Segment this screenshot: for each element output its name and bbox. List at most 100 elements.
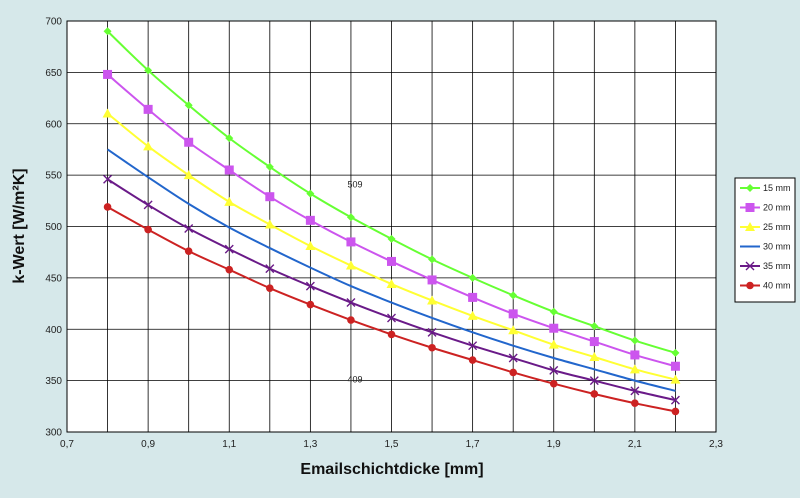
data-point — [468, 273, 477, 282]
data-point — [629, 364, 640, 374]
data-point — [386, 279, 397, 289]
data-point — [265, 192, 275, 202]
data-point — [549, 307, 558, 316]
data-point — [670, 395, 680, 405]
data-point — [306, 189, 315, 198]
data-point — [508, 325, 519, 335]
y-tick-label: 700 — [45, 17, 62, 28]
data-point — [143, 141, 154, 151]
legend-entry-label: 35 mm — [763, 261, 791, 271]
y-tick-label: 300 — [45, 428, 62, 439]
data-point — [265, 162, 274, 171]
data-point — [548, 339, 559, 349]
data-point — [144, 66, 153, 75]
data-point — [305, 241, 316, 251]
y-tick-label: 450 — [45, 273, 62, 284]
grid — [67, 21, 716, 432]
data-point — [225, 134, 234, 143]
data-point — [224, 165, 234, 175]
x-tick-label: 0,9 — [141, 439, 155, 450]
data-point — [670, 361, 680, 371]
data-point — [590, 322, 599, 331]
tick-labels: 0,7 0,9 1,1 1,3 1,5 1,7 1,9 2,1 2,3 300 350 400 450 5… — [45, 17, 723, 451]
data-point — [549, 379, 558, 388]
data-point — [549, 323, 559, 333]
legend-swatch-marker — [746, 281, 754, 290]
data-point — [144, 225, 152, 234]
legend-swatch-marker — [745, 261, 755, 271]
x-tick-label: 1,7 — [466, 439, 480, 450]
data-point — [143, 200, 153, 210]
legend-swatch-marker — [746, 184, 754, 192]
data-point — [346, 237, 356, 247]
data-point — [670, 374, 681, 384]
x-tick-label: 1,9 — [547, 439, 561, 450]
data-point — [305, 281, 315, 291]
data-point — [103, 203, 112, 211]
data-point — [387, 313, 396, 323]
data-point — [184, 224, 194, 234]
legend-entry-label: 30 mm — [763, 242, 791, 252]
x-tick-label: 1,3 — [303, 439, 317, 450]
data-point — [427, 327, 437, 337]
data-point — [346, 298, 356, 308]
data-point — [671, 407, 680, 416]
data-point — [346, 213, 355, 222]
y-axis-title: k-Wert [W/m²K] — [11, 168, 28, 283]
annotations: 509 409 — [347, 179, 362, 384]
x-tick-label: 0,7 — [60, 439, 74, 450]
data-point — [427, 275, 437, 285]
series-25-mm — [102, 108, 681, 384]
series-group — [102, 27, 681, 416]
legend-box — [734, 177, 796, 303]
x-tick-label: 1,1 — [222, 439, 236, 450]
x-tick-label: 2,1 — [628, 439, 642, 450]
series-15-mm — [103, 27, 680, 357]
data-point — [306, 300, 315, 309]
data-point — [631, 399, 639, 408]
data-point — [509, 368, 517, 377]
data-point — [224, 196, 235, 206]
y-tick-label: 550 — [45, 171, 62, 182]
legend-entry-label: 40 mm — [763, 281, 791, 291]
data-point — [103, 69, 113, 79]
legend-entry-label: 25 mm — [763, 222, 791, 232]
y-tick-label: 650 — [45, 68, 62, 79]
series-35-mm — [103, 174, 680, 405]
data-point — [305, 215, 315, 225]
data-point — [428, 255, 437, 264]
legend-swatch-marker — [745, 222, 755, 231]
data-point — [387, 234, 396, 243]
data-point — [630, 336, 639, 345]
data-point — [671, 348, 680, 357]
data-point — [184, 101, 193, 110]
data-point — [589, 376, 599, 386]
data-point — [183, 170, 194, 180]
legend-swatch-marker — [745, 203, 755, 212]
data-point — [630, 386, 640, 396]
data-point — [468, 341, 478, 351]
data-point — [468, 292, 478, 302]
annotation-label: 409 — [347, 375, 362, 385]
series-40-mm — [103, 203, 680, 416]
data-point — [508, 309, 518, 319]
data-point — [467, 310, 478, 320]
series-line — [106, 148, 676, 392]
y-tick-label: 350 — [45, 376, 62, 387]
data-point — [225, 265, 234, 274]
annotation-label: 509 — [347, 179, 362, 189]
data-point — [509, 291, 518, 300]
series-30-mm — [106, 148, 676, 392]
data-point — [589, 337, 599, 347]
data-point — [508, 353, 518, 363]
data-point — [143, 104, 153, 114]
data-point — [266, 284, 274, 292]
data-point — [184, 247, 193, 255]
y-tick-label: 600 — [45, 119, 62, 130]
data-point — [224, 244, 234, 254]
data-point — [103, 174, 113, 184]
x-axis-title: Emailschichtdicke [mm] — [300, 461, 483, 478]
data-point — [387, 256, 396, 266]
data-point — [184, 137, 194, 147]
